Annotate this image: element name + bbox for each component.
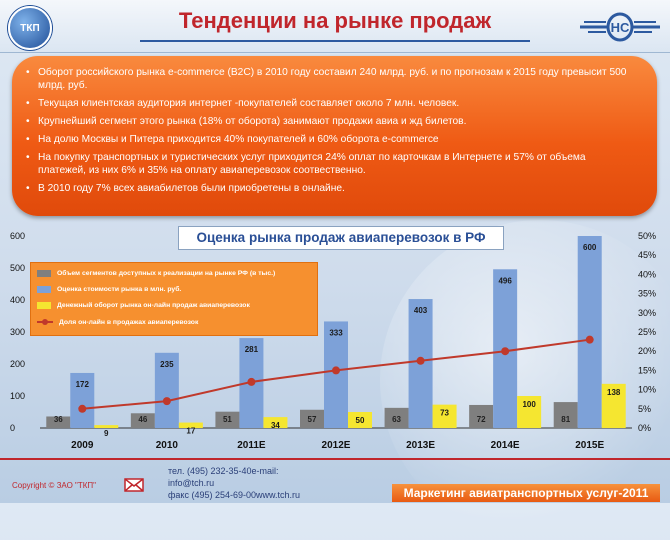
bullet-item: На долю Москвы и Питера приходится 40% п…: [26, 133, 633, 146]
y-left-tick-label: 400: [10, 295, 25, 305]
line-point: [332, 366, 340, 375]
bullet-item: Текущая клиентская аудитория интернет -п…: [26, 97, 633, 110]
bar: [46, 416, 71, 428]
legend-label: Доля он-лайн в продажах авиаперевозок: [59, 318, 199, 326]
data-label: 172: [76, 380, 90, 389]
bullet-item: В 2010 году 7% всех авиабилетов были при…: [26, 182, 633, 195]
summary-panel: Оборот российского рынка e-commerce (B2C…: [12, 56, 657, 216]
legend-label: Денежный оборот рынка он-лайн продаж ави…: [57, 301, 250, 309]
legend-item: Доля он-лайн в продажах авиаперевозок: [37, 316, 198, 328]
chart-title: Оценка рынка продаж авиаперевозок в РФ: [178, 226, 504, 250]
contact-line[interactable]: info@tch.ru: [168, 478, 215, 488]
line-point: [162, 397, 171, 406]
x-tick-label: 2011E: [237, 440, 266, 451]
y-left-tick-label: 200: [10, 359, 25, 369]
x-tick-label: 2012E: [322, 440, 351, 451]
legend-label: Оценка стоимости рынка в млн. руб.: [57, 285, 182, 293]
legend-item: Оценка стоимости рынка в млн. руб.: [37, 283, 181, 295]
bar: [239, 338, 264, 428]
bar: [300, 409, 324, 428]
data-label: 36: [54, 415, 63, 424]
page-title: Тенденции на рынке продаж: [178, 8, 492, 33]
data-label: 57: [308, 415, 317, 424]
legend-swatch: [37, 301, 51, 309]
data-label: 17: [186, 427, 195, 436]
footer-divider: [0, 458, 670, 460]
chart-legend: Объем сегментов доступных к реализации н…: [30, 262, 318, 336]
data-label: 333: [329, 328, 343, 337]
logo-text: ТКП: [20, 22, 40, 34]
legend-swatch: [37, 319, 53, 325]
bar: [178, 422, 203, 428]
bar: [348, 412, 372, 428]
bar: [130, 413, 155, 428]
legend-label: Объем сегментов доступных к реализации н…: [57, 269, 276, 277]
legend-swatch: [37, 269, 51, 277]
bullet-item: На покупку транспортных и туристических …: [26, 151, 633, 177]
mail-icon[interactable]: [124, 478, 144, 492]
copyright-text: Copyright © ЗАО "ТКП": [12, 481, 96, 490]
y-left-tick-label: 500: [10, 263, 25, 273]
bar: [263, 417, 288, 428]
line-point: [247, 377, 256, 386]
svg-text:НС: НС: [611, 20, 630, 35]
data-label: 51: [223, 415, 232, 424]
y-left-tick-label: 300: [10, 327, 25, 337]
legend-item: Денежный оборот рынка он-лайн продаж ави…: [37, 299, 250, 311]
bar: [94, 425, 119, 428]
bar: [324, 321, 348, 428]
line-point: [78, 404, 87, 413]
y-left-tick-label: 0: [10, 423, 15, 433]
contact-line: тел. (495) 232-35-40e-mail:: [168, 466, 279, 476]
x-tick-label: 2009: [71, 440, 94, 451]
bar: [215, 411, 240, 428]
bar: [70, 372, 95, 428]
data-label: 50: [356, 416, 365, 425]
brand-footer: Маркетинг авиатранспортных услуг-2011: [392, 484, 660, 502]
y-left-tick-label: 100: [10, 391, 25, 401]
bullet-item: Оборот российского рынка e-commerce (B2C…: [26, 66, 633, 92]
data-label: 235: [160, 360, 174, 369]
title-underline: [140, 40, 530, 42]
bullet-item: Крупнейший сегмент этого рынка (18% от о…: [26, 115, 633, 128]
bar: [154, 352, 179, 428]
logo-icon: ТКП: [8, 6, 52, 50]
header-bar: ТКП Тенденции на рынке продаж НС: [0, 0, 670, 53]
x-tick-label: 2010: [156, 440, 179, 451]
data-label: 46: [138, 415, 147, 424]
rzd-logo-icon: НС: [580, 12, 660, 42]
contact-line[interactable]: факс (495) 254-69-00www.tch.ru: [168, 490, 301, 500]
data-label: 281: [245, 345, 259, 354]
contacts-block: тел. (495) 232-35-40e-mail: info@tch.ru …: [168, 465, 300, 501]
legend-swatch: [37, 285, 51, 293]
data-label: 9: [104, 429, 109, 438]
data-label: 34: [271, 421, 280, 430]
y-right-tick-label: 50%: [638, 231, 656, 241]
y-left-tick-label: 600: [10, 231, 25, 241]
legend-item: Объем сегментов доступных к реализации н…: [37, 267, 275, 279]
